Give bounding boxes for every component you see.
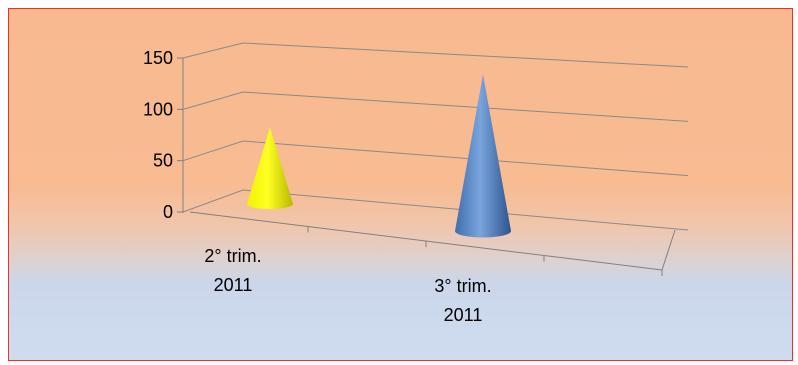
cone-body (247, 127, 293, 209)
cones (247, 74, 511, 237)
x-category-label-line: 2011 (444, 305, 483, 325)
y-tick-label: 150 (143, 48, 173, 68)
x-category-label-line: 3° trim. (434, 276, 491, 296)
cone-bar (455, 74, 511, 237)
floor-edge (662, 230, 675, 270)
x-category-label: 3° trim. 2011 (434, 276, 491, 325)
x-category-label: 2° trim. 2011 (204, 246, 261, 295)
x-category-label-line: 2° trim. (204, 246, 261, 266)
x-category-label-line: 2011 (214, 275, 253, 295)
y-tick-label: 50 (153, 151, 173, 171)
y-tick-label: 0 (163, 202, 173, 222)
gridline (183, 92, 688, 121)
cone-bar (247, 127, 293, 209)
gridline (183, 43, 688, 67)
cone-body (455, 74, 511, 237)
x-axis-labels: 2° trim. 2011 3° trim. 2011 (204, 246, 491, 325)
y-tick-label: 100 (143, 99, 173, 119)
y-axis-ticks: 0 50 100 150 (143, 48, 183, 222)
x-axis (190, 212, 675, 276)
